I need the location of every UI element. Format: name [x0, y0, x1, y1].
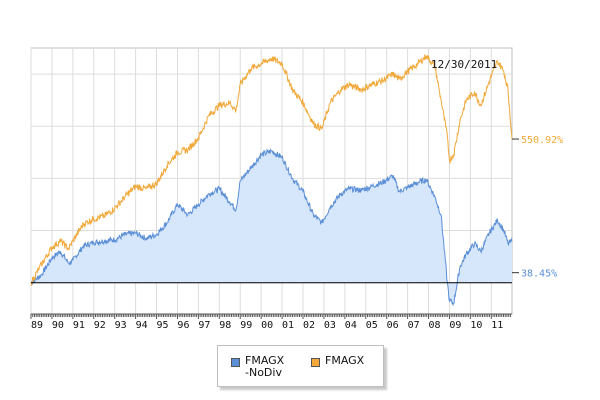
x-tick-label: 08 [428, 320, 440, 331]
x-tick-label: 97 [198, 320, 210, 331]
legend-label-nodiv-line1: FMAGX [245, 354, 285, 367]
x-tick-label: 09 [449, 320, 461, 331]
date-label: 12/30/2011 [431, 58, 497, 71]
x-tick-label: 01 [282, 320, 294, 331]
x-tick-label: 93 [115, 320, 127, 331]
series-layer [30, 54, 513, 307]
x-axis: 89 90 91 92 93 94 95 96 97 98 99 00 01 02 03 04 05 06 07 08… [30, 313, 512, 331]
end-labels: 38.45% 550.92% [512, 135, 563, 280]
legend-item-nodiv[interactable]: FMAGX -NoDiv [231, 355, 284, 379]
series-area-0 [31, 149, 512, 305]
x-tick-label: 11 [491, 320, 503, 331]
x-tick-label: 95 [157, 320, 169, 331]
legend-swatch-nodiv [231, 358, 240, 367]
x-tick-label: 04 [345, 320, 357, 331]
x-tick-label: 10 [470, 320, 482, 331]
x-tick-label: 03 [324, 320, 336, 331]
x-tick-label: 90 [52, 320, 64, 331]
x-tick-label: 91 [73, 320, 85, 331]
legend-label-fmagx: FMAGX [325, 354, 365, 367]
x-tick-label: 92 [94, 320, 106, 331]
x-tick-label: 00 [261, 320, 273, 331]
x-tick-label: 05 [366, 320, 378, 331]
x-tick-label: 07 [408, 320, 420, 331]
series-line-1 [30, 54, 513, 287]
legend-item-fmagx[interactable]: FMAGX [311, 355, 364, 367]
end-label-0: 38.45% [521, 269, 557, 280]
legend-label-nodiv-line2: -NoDiv [245, 366, 282, 379]
x-tick-label: 06 [387, 320, 399, 331]
x-tick-label: 02 [303, 320, 315, 331]
legend-swatch-fmagx [311, 358, 320, 367]
legend: FMAGX -NoDiv FMAGX [217, 345, 384, 387]
x-tick-label: 94 [136, 320, 148, 331]
x-tick-label: 98 [219, 320, 231, 331]
x-tick-label: 89 [31, 320, 43, 331]
end-label-1: 550.92% [521, 135, 563, 146]
series-line-0 [30, 147, 513, 307]
x-tick-label: 96 [177, 320, 189, 331]
x-tick-label: 99 [240, 320, 252, 331]
